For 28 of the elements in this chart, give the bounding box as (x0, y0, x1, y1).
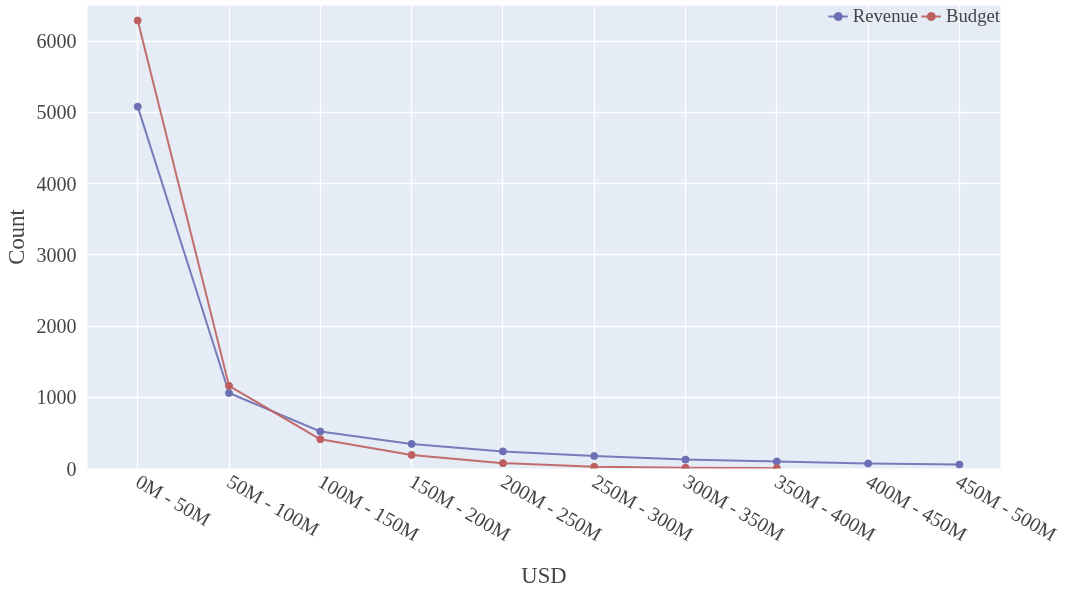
point (133, 16, 142, 25)
point (225, 389, 234, 397)
point (316, 427, 325, 436)
point (316, 435, 325, 444)
y-tick-label: 1000 (36, 386, 77, 409)
y-tick-label: 2000 (36, 315, 77, 338)
legend-label: Revenue (852, 5, 919, 27)
y-axis-title: Count (3, 208, 29, 265)
point (133, 102, 142, 111)
point (407, 450, 416, 459)
point (498, 459, 507, 468)
x-tick-label: 0M - 50M (132, 469, 215, 531)
x-axis-title: USD (521, 562, 567, 588)
y-tick-label: 6000 (36, 30, 77, 53)
point (225, 381, 234, 390)
point (772, 457, 781, 466)
point (590, 452, 599, 461)
point (590, 462, 599, 469)
point (864, 459, 873, 468)
y-tick-label: 4000 (36, 172, 77, 195)
y-tick-label: 0 (66, 457, 77, 480)
y-tick-label: 5000 (36, 101, 77, 124)
y-tick-label: 3000 (36, 243, 77, 266)
point (955, 460, 964, 469)
point (498, 447, 507, 456)
point (681, 455, 690, 464)
point (407, 439, 416, 448)
legend-label: Budget (946, 5, 1000, 27)
